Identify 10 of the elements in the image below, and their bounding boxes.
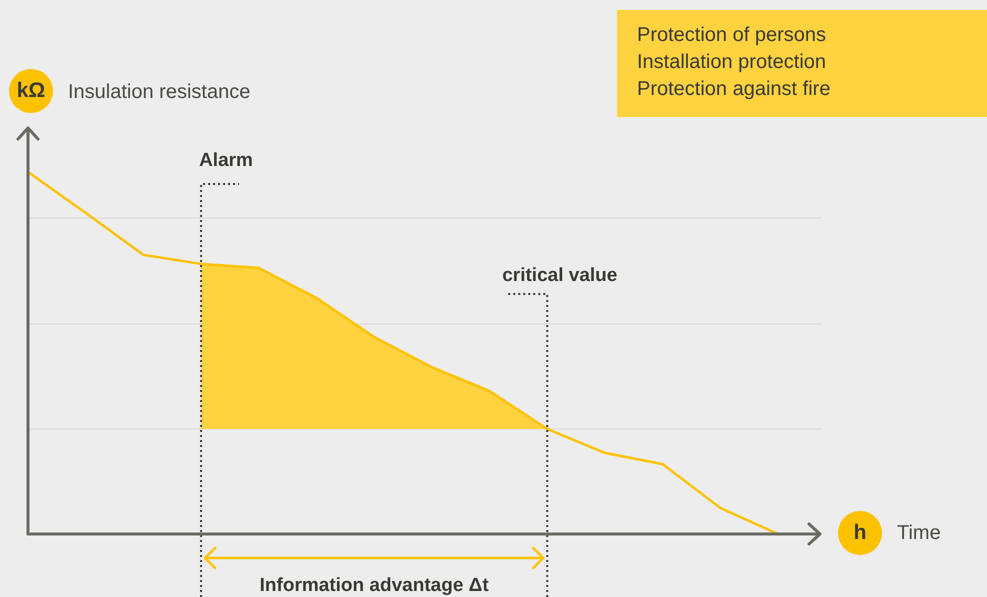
circle-badge: h — [838, 511, 882, 555]
text: Alarm — [199, 150, 253, 171]
y-axis-title: Insulation resistance — [68, 81, 250, 104]
text: Installation protection — [637, 50, 828, 75]
annotation: critical value — [502, 265, 618, 286]
text: Protection of persons — [637, 23, 827, 48]
circle-badge: kΩ — [9, 69, 53, 113]
x-axis-title: Time — [897, 522, 941, 545]
text: Protection against fire — [637, 77, 832, 102]
text: Information advantage Δt — [260, 575, 490, 596]
